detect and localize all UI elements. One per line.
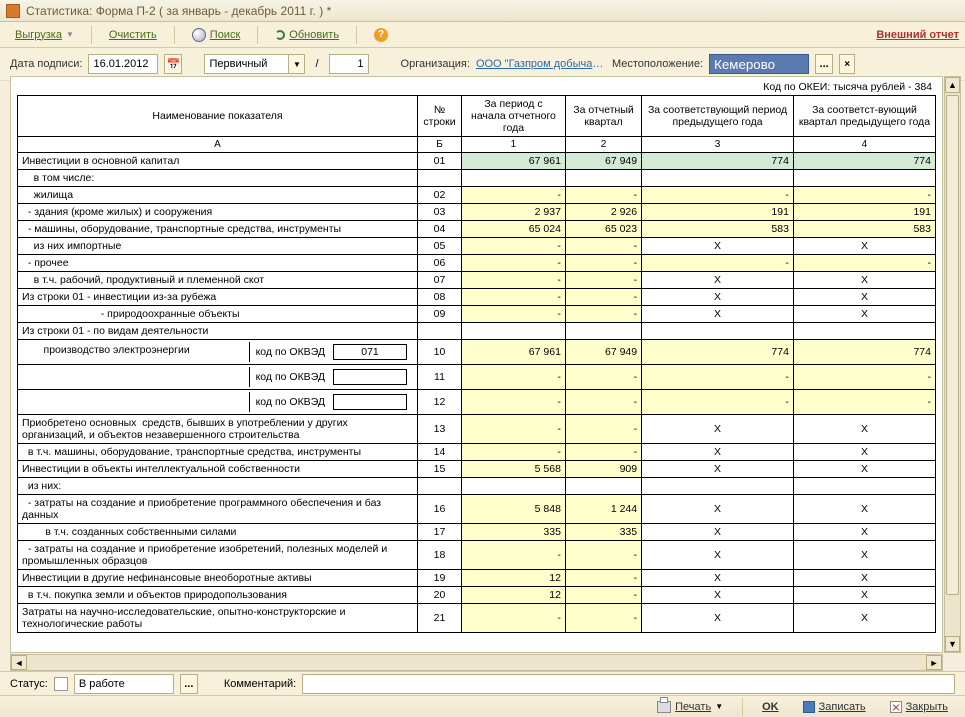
col-name: Наименование показателя (18, 96, 418, 137)
status-bar: Статус: ... Комментарий: (0, 671, 965, 695)
scroll-right[interactable]: ► (926, 655, 942, 670)
okei-label: Код по ОКЕИ: тысяча рублей - 384 (17, 79, 936, 95)
organization-link[interactable]: ООО "Газпром добыча Кузн... (476, 58, 606, 70)
status-input[interactable] (74, 674, 174, 694)
table-row: - затраты на создание и приобретение про… (18, 495, 936, 524)
dropdown-icon: ▼ (66, 30, 74, 39)
location-clear-button[interactable]: × (839, 54, 855, 74)
window-title: Статистика: Форма П-2 ( за январь - дека… (26, 4, 331, 18)
print-icon (657, 701, 671, 713)
date-input[interactable] (88, 54, 158, 74)
date-label: Дата подписи: (10, 58, 82, 70)
table-row: Из строки 01 - по видам деятельности (18, 323, 936, 340)
table-row: в т.ч. машины, оборудование, транспортны… (18, 444, 936, 461)
close-button[interactable]: Закрыть (881, 698, 957, 716)
number-input[interactable] (329, 54, 369, 74)
print-button[interactable]: Печать▼ (648, 698, 732, 716)
title-bar: Статистика: Форма П-2 ( за январь - дека… (0, 0, 965, 22)
scroll-up[interactable]: ▲ (945, 77, 960, 93)
footer-bar: Печать▼ OK Записать Закрыть (0, 695, 965, 717)
help-icon: ? (374, 28, 388, 42)
search-icon (192, 28, 206, 42)
status-select-button[interactable]: ... (180, 674, 198, 694)
primary-combo[interactable] (204, 54, 289, 74)
table-row: из них импортные05--ХХ (18, 238, 936, 255)
comment-label: Комментарий: (224, 678, 296, 690)
clear-button[interactable]: Очистить (100, 26, 166, 44)
scroll-down[interactable]: ▼ (945, 636, 960, 652)
ok-button[interactable]: OK (753, 698, 788, 716)
col-quarter: За отчетный квартал (565, 96, 641, 137)
col-prev-period: За соответствующий период предыдущего го… (642, 96, 794, 137)
table-row: код по ОКВЭД11---- (18, 365, 936, 390)
horizontal-scrollbar[interactable]: ◄ ► (10, 654, 943, 671)
table-row: Инвестиции в другие нефинансовые внеобор… (18, 570, 936, 587)
table-row: производство электроэнергиикод по ОКВЭД0… (18, 340, 936, 365)
app-icon (6, 4, 20, 18)
org-label: Организация: (401, 58, 470, 70)
help-button[interactable]: ? (365, 25, 397, 45)
table-row: Инвестиции в объекты интеллектуальной со… (18, 461, 936, 478)
table-row: код по ОКВЭД12---- (18, 390, 936, 415)
table-row: Из строки 01 - инвестиции из-за рубежа08… (18, 289, 936, 306)
table-row: Затраты на научно-исследовательские, опы… (18, 604, 936, 633)
dropdown-icon: ▼ (715, 702, 723, 711)
col-rownum: № строки (418, 96, 462, 137)
table-row: Инвестиции в основной капитал0167 96167 … (18, 153, 936, 170)
status-label: Статус: (10, 678, 48, 690)
toolbar: Выгрузка▼ Очистить Поиск Обновить ? Внеш… (0, 22, 965, 48)
location-input[interactable] (709, 54, 809, 74)
scroll-thumb[interactable] (946, 95, 959, 595)
scroll-left[interactable]: ◄ (11, 655, 27, 670)
calendar-button[interactable]: 📅 (164, 54, 182, 74)
save-icon (803, 701, 815, 713)
table-row: в том числе: (18, 170, 936, 187)
table-row: в т.ч. рабочий, продуктивный и племенной… (18, 272, 936, 289)
data-table: Наименование показателя № строки За пери… (17, 95, 936, 633)
save-button[interactable]: Записать (794, 698, 875, 716)
content-area: Код по ОКЕИ: тысяча рублей - 384 Наимено… (10, 76, 943, 653)
table-row: в т.ч. созданных собственными силами1733… (18, 524, 936, 541)
export-button[interactable]: Выгрузка▼ (6, 26, 83, 44)
table-row: - прочее06---- (18, 255, 936, 272)
table-row: в т.ч. покупка земли и объектов природоп… (18, 587, 936, 604)
primary-dropdown[interactable]: ▼ (289, 54, 305, 74)
refresh-icon (275, 30, 285, 40)
table-row: - машины, оборудование, транспортные сре… (18, 221, 936, 238)
table-row: жилища02---- (18, 187, 936, 204)
col-prev-quarter: За соответст-вующий квартал предыдущего … (793, 96, 935, 137)
close-icon (890, 701, 902, 713)
table-row: - природоохранные объекты09--ХХ (18, 306, 936, 323)
table-row: Приобретено основных средств, бывших в у… (18, 415, 936, 444)
vertical-scrollbar[interactable]: ▲ ▼ (944, 76, 961, 653)
refresh-button[interactable]: Обновить (266, 26, 348, 44)
search-button[interactable]: Поиск (183, 25, 249, 45)
comment-input[interactable] (302, 674, 955, 694)
table-row: из них: (18, 478, 936, 495)
status-icon (54, 677, 68, 691)
location-select-button[interactable]: ... (815, 54, 833, 74)
table-row: - затраты на создание и приобретение изо… (18, 541, 936, 570)
external-report-link[interactable]: Внешний отчет (876, 29, 959, 41)
location-label: Местоположение: (612, 58, 703, 70)
col-period-start: За период с начала отчетного года (462, 96, 566, 137)
table-row: - здания (кроме жилых) и сооружения032 9… (18, 204, 936, 221)
